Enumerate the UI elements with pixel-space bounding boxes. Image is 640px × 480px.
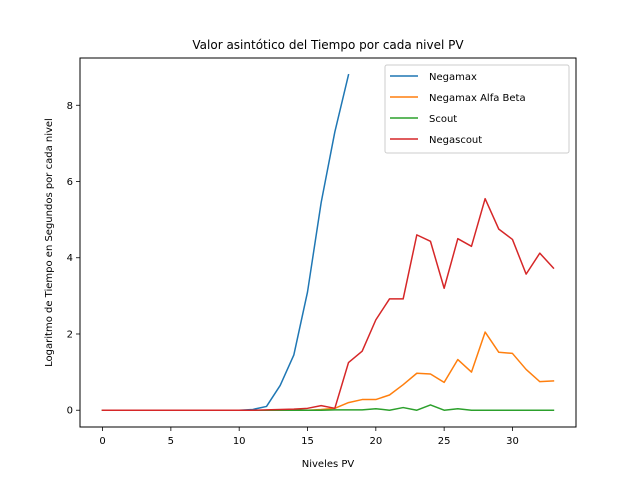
legend-label: Negascout (429, 135, 482, 146)
x-tick-label: 15 (301, 436, 314, 447)
x-axis-label: Niveles PV (302, 459, 355, 470)
x-axis: 0 5 10 15 20 25 30 (99, 427, 519, 447)
legend-box (384, 64, 570, 154)
x-tick-label: 10 (233, 436, 246, 447)
x-tick-label: 20 (369, 436, 382, 447)
chart-title: Valor asintótico del Tiempo por cada niv… (192, 38, 464, 52)
x-tick-label: 0 (99, 436, 105, 447)
y-tick-label: 4 (67, 253, 73, 264)
y-axis-label: Logaritmo de Tiempo en Segundos por cada… (44, 118, 55, 367)
legend-label: Scout (429, 114, 457, 125)
legend-label: Negamax (429, 72, 477, 83)
x-tick-label: 25 (438, 436, 451, 447)
x-tick-label: 30 (506, 436, 519, 447)
y-tick-label: 6 (67, 177, 73, 188)
legend-label: Negamax Alfa Beta (429, 93, 526, 104)
y-tick-label: 8 (67, 101, 73, 112)
series-lines (101, 73, 555, 411)
plot-frame (79, 57, 577, 428)
y-axis: 0 2 4 6 8 (67, 101, 80, 417)
y-tick-label: 2 (67, 329, 73, 340)
y-tick-label: 0 (67, 406, 73, 417)
x-tick-label: 5 (168, 436, 174, 447)
legend: Negamax Negamax Alfa Beta Scout Negascout (384, 64, 570, 154)
series-line-negascout (101, 197, 555, 411)
